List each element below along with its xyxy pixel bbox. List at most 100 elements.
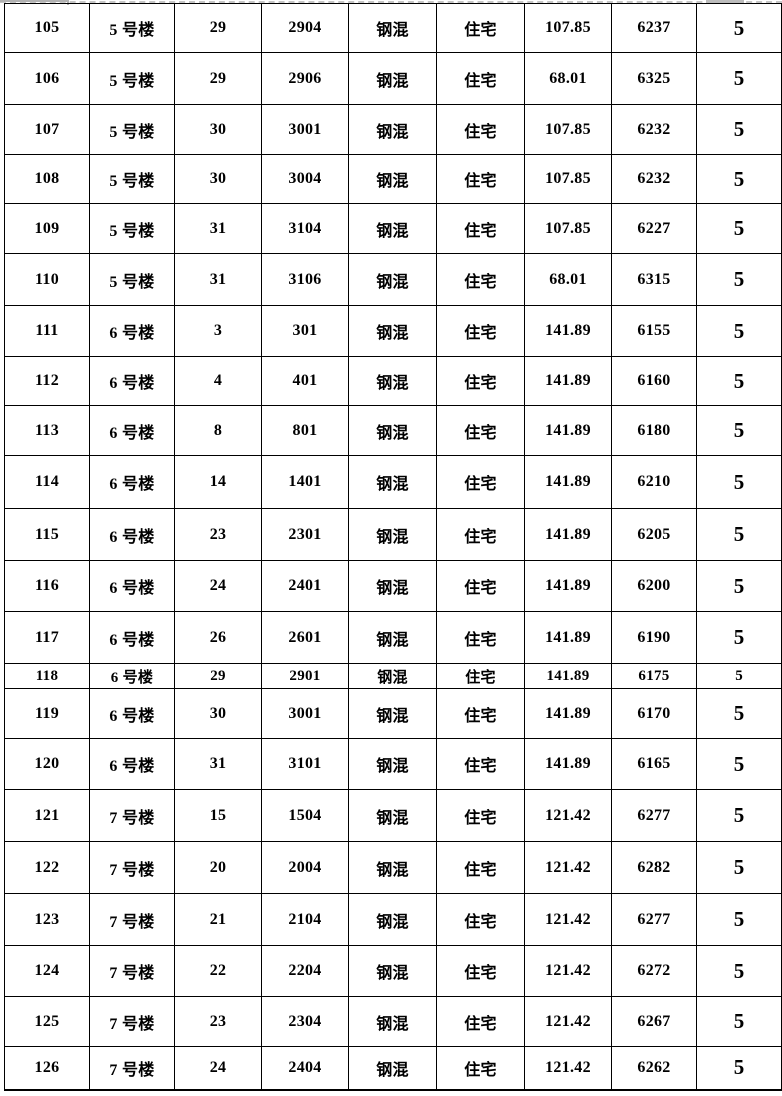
cell-flag: 5 [696,253,782,306]
cell-structure: 钢混 [348,560,437,612]
table-row: 118 6 号楼 29 2901 钢混 住宅 141.89 6175 5 [4,663,782,689]
cell-building: 6 号楼 [89,508,175,561]
cell-building: 6 号楼 [89,405,175,456]
table-row: 123 7 号楼 21 2104 钢混 住宅 121.42 6277 5 [4,893,782,946]
cell-area: 121.42 [524,893,612,946]
cell-flag: 5 [696,945,782,997]
cell-room: 2304 [261,996,349,1047]
cell-seq: 112 [4,356,90,406]
table-row: 107 5 号楼 30 3001 钢混 住宅 107.85 6232 5 [4,104,782,155]
cell-structure: 钢混 [348,52,437,105]
cell-area: 68.01 [524,52,612,105]
property-listing-table: 105 5 号楼 29 2904 钢混 住宅 107.85 6237 5 106 5 号楼 29 290… [4,3,782,1091]
cell-structure: 钢混 [348,996,437,1047]
cell-use: 住宅 [436,253,525,306]
table-row: 105 5 号楼 29 2904 钢混 住宅 107.85 6237 5 [4,3,782,53]
cell-flag: 5 [696,508,782,561]
cell-structure: 钢混 [348,405,437,456]
cell-use: 住宅 [436,405,525,456]
cell-price: 6165 [611,738,697,790]
cell-price: 6190 [611,611,697,664]
cell-use: 住宅 [436,841,525,894]
cell-building: 5 号楼 [89,203,175,254]
cell-floor: 26 [174,611,262,664]
cell-price: 6160 [611,356,697,406]
cell-price: 6282 [611,841,697,894]
cell-price: 6155 [611,305,697,357]
cell-use: 住宅 [436,52,525,105]
cell-use: 住宅 [436,356,525,406]
cell-room: 1401 [261,455,349,509]
cell-price: 6210 [611,455,697,509]
cell-structure: 钢混 [348,945,437,997]
cell-room: 2904 [261,3,349,53]
cell-seq: 116 [4,560,90,612]
cell-use: 住宅 [436,893,525,946]
cell-price: 6262 [611,1046,697,1091]
cell-area: 107.85 [524,203,612,254]
cell-flag: 5 [696,455,782,509]
cell-flag: 5 [696,203,782,254]
cell-use: 住宅 [436,688,525,739]
cell-room: 2404 [261,1046,349,1091]
cell-seq: 107 [4,104,90,155]
cell-seq: 118 [4,663,90,689]
cell-flag: 5 [696,104,782,155]
cell-flag: 5 [696,305,782,357]
cell-area: 141.89 [524,738,612,790]
cell-structure: 钢混 [348,3,437,53]
cell-area: 121.42 [524,945,612,997]
cell-room: 801 [261,405,349,456]
cell-building: 6 号楼 [89,305,175,357]
cell-price: 6205 [611,508,697,561]
table-row: 109 5 号楼 31 3104 钢混 住宅 107.85 6227 5 [4,203,782,254]
cell-room: 2204 [261,945,349,997]
cell-building: 6 号楼 [89,738,175,790]
cell-use: 住宅 [436,945,525,997]
cell-building: 6 号楼 [89,356,175,406]
cell-seq: 125 [4,996,90,1047]
cell-floor: 20 [174,841,262,894]
cell-room: 401 [261,356,349,406]
cell-structure: 钢混 [348,789,437,842]
cell-flag: 5 [696,841,782,894]
cell-building: 6 号楼 [89,688,175,739]
cell-building: 5 号楼 [89,52,175,105]
cell-area: 121.42 [524,996,612,1047]
cell-flag: 5 [696,996,782,1047]
cell-floor: 23 [174,996,262,1047]
cell-seq: 108 [4,154,90,204]
cell-flag: 5 [696,789,782,842]
cell-building: 6 号楼 [89,611,175,664]
cell-use: 住宅 [436,154,525,204]
cell-area: 107.85 [524,104,612,155]
cell-use: 住宅 [436,738,525,790]
cell-price: 6272 [611,945,697,997]
cell-use: 住宅 [436,611,525,664]
cell-flag: 5 [696,560,782,612]
cell-room: 2301 [261,508,349,561]
cell-room: 3106 [261,253,349,306]
table-row: 119 6 号楼 30 3001 钢混 住宅 141.89 6170 5 [4,688,782,739]
cell-floor: 3 [174,305,262,357]
cell-price: 6232 [611,154,697,204]
table-row: 125 7 号楼 23 2304 钢混 住宅 121.42 6267 5 [4,996,782,1047]
cell-flag: 5 [696,688,782,739]
cell-flag: 5 [696,663,782,689]
cell-building: 6 号楼 [89,663,175,689]
cell-floor: 30 [174,104,262,155]
cell-floor: 15 [174,789,262,842]
cell-structure: 钢混 [348,356,437,406]
cell-area: 121.42 [524,1046,612,1091]
table-body: 105 5 号楼 29 2904 钢混 住宅 107.85 6237 5 106 5 号楼 29 290… [4,3,782,1091]
cell-structure: 钢混 [348,455,437,509]
cell-structure: 钢混 [348,841,437,894]
cell-floor: 24 [174,560,262,612]
cell-seq: 117 [4,611,90,664]
cell-floor: 23 [174,508,262,561]
cell-room: 2004 [261,841,349,894]
page-break-tick [67,0,69,5]
cell-use: 住宅 [436,3,525,53]
cell-structure: 钢混 [348,663,437,689]
cell-price: 6277 [611,893,697,946]
